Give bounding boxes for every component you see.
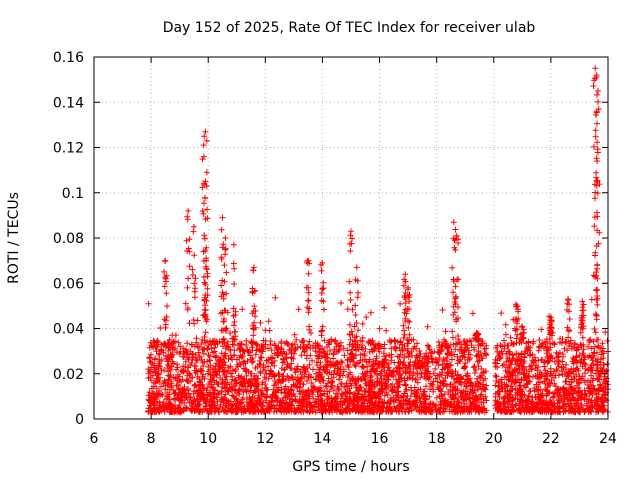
y-tick-label: 0: [75, 412, 84, 428]
axis-ticks: 6 8 10 12 14 16 18 20 22 24 0 0.02 0.04 0.06 0.08 0.1 0.…: [53, 50, 617, 447]
y-axis-title: ROTI / TECUs: [6, 192, 22, 284]
x-tick-label: 12: [256, 431, 274, 447]
y-tick-label: 0.1: [62, 186, 84, 202]
y-tick-label: 0.06: [53, 276, 84, 292]
x-tick-label: 10: [199, 431, 217, 447]
x-tick-label: 16: [371, 431, 389, 447]
data-points: [145, 65, 611, 416]
grid-lines: [94, 57, 608, 419]
x-tick-label: 22: [542, 431, 560, 447]
chart-title: Day 152 of 2025, Rate Of TEC Index for r…: [163, 20, 536, 36]
y-tick-label: 0.02: [53, 367, 84, 383]
x-axis-title: GPS time / hours: [292, 459, 409, 475]
roti-markers: [145, 65, 611, 416]
y-tick-label: 0.12: [53, 141, 84, 157]
y-tick-label: 0.04: [53, 322, 84, 338]
x-tick-label: 18: [428, 431, 446, 447]
x-tick-label: 24: [599, 431, 617, 447]
x-tick-label: 8: [147, 431, 156, 447]
y-tick-label: 0.16: [53, 50, 84, 66]
x-tick-label: 20: [485, 431, 503, 447]
y-tick-label: 0.14: [53, 95, 84, 111]
y-tick-label: 0.08: [53, 231, 84, 247]
x-tick-label: 14: [314, 431, 332, 447]
x-tick-label: 6: [90, 431, 99, 447]
